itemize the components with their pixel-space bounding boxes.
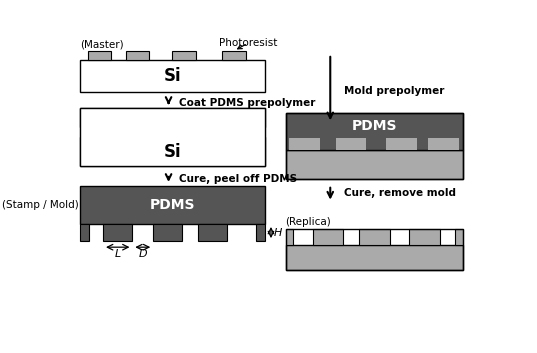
Bar: [80, 60, 265, 92]
Bar: [313, 229, 343, 245]
Bar: [222, 127, 245, 137]
Bar: [286, 113, 463, 179]
Bar: [336, 138, 366, 150]
Bar: [286, 229, 293, 245]
Bar: [222, 51, 245, 60]
Bar: [80, 224, 89, 241]
Bar: [80, 137, 265, 166]
Bar: [126, 51, 149, 60]
Bar: [80, 127, 265, 137]
Bar: [126, 127, 149, 137]
Bar: [222, 127, 245, 137]
Bar: [256, 224, 265, 241]
Bar: [88, 127, 111, 137]
Text: Cure, peel off PDMS: Cure, peel off PDMS: [179, 174, 297, 184]
Text: PDMS: PDMS: [150, 110, 195, 125]
Text: PDMS: PDMS: [150, 198, 195, 212]
Bar: [286, 150, 463, 179]
Text: Si: Si: [164, 143, 181, 161]
Text: Cure, remove mold: Cure, remove mold: [344, 188, 456, 198]
Bar: [80, 127, 265, 137]
Bar: [359, 229, 389, 245]
Text: L: L: [114, 249, 121, 259]
Bar: [153, 224, 183, 241]
Text: Si: Si: [164, 67, 181, 85]
Bar: [455, 229, 463, 245]
Bar: [80, 186, 265, 241]
Text: Si: Si: [164, 143, 181, 161]
Bar: [80, 108, 265, 166]
Bar: [126, 127, 149, 137]
Bar: [409, 229, 440, 245]
Bar: [80, 137, 265, 166]
Text: (Replica): (Replica): [286, 217, 331, 227]
Bar: [172, 127, 195, 137]
Bar: [103, 224, 133, 241]
Bar: [289, 138, 320, 150]
Bar: [172, 127, 195, 137]
Text: PDMS: PDMS: [351, 119, 397, 132]
Bar: [172, 51, 195, 60]
Bar: [286, 229, 463, 269]
Bar: [386, 138, 417, 150]
Bar: [198, 224, 227, 241]
Text: Mold prepolymer: Mold prepolymer: [344, 86, 445, 96]
Bar: [80, 186, 265, 224]
Bar: [286, 245, 463, 269]
Text: Coat PDMS prepolymer: Coat PDMS prepolymer: [179, 98, 315, 108]
Bar: [80, 108, 265, 127]
Text: D: D: [139, 249, 147, 259]
Bar: [80, 108, 265, 127]
Text: Photoresist: Photoresist: [219, 38, 277, 49]
Text: H: H: [273, 228, 282, 238]
Text: PDMS: PDMS: [150, 110, 195, 125]
Bar: [428, 138, 459, 150]
Bar: [88, 127, 111, 137]
Bar: [88, 51, 111, 60]
Bar: [80, 127, 265, 137]
Text: (Stamp / Mold): (Stamp / Mold): [2, 200, 78, 210]
Bar: [286, 113, 463, 150]
Text: (Master): (Master): [80, 39, 124, 49]
